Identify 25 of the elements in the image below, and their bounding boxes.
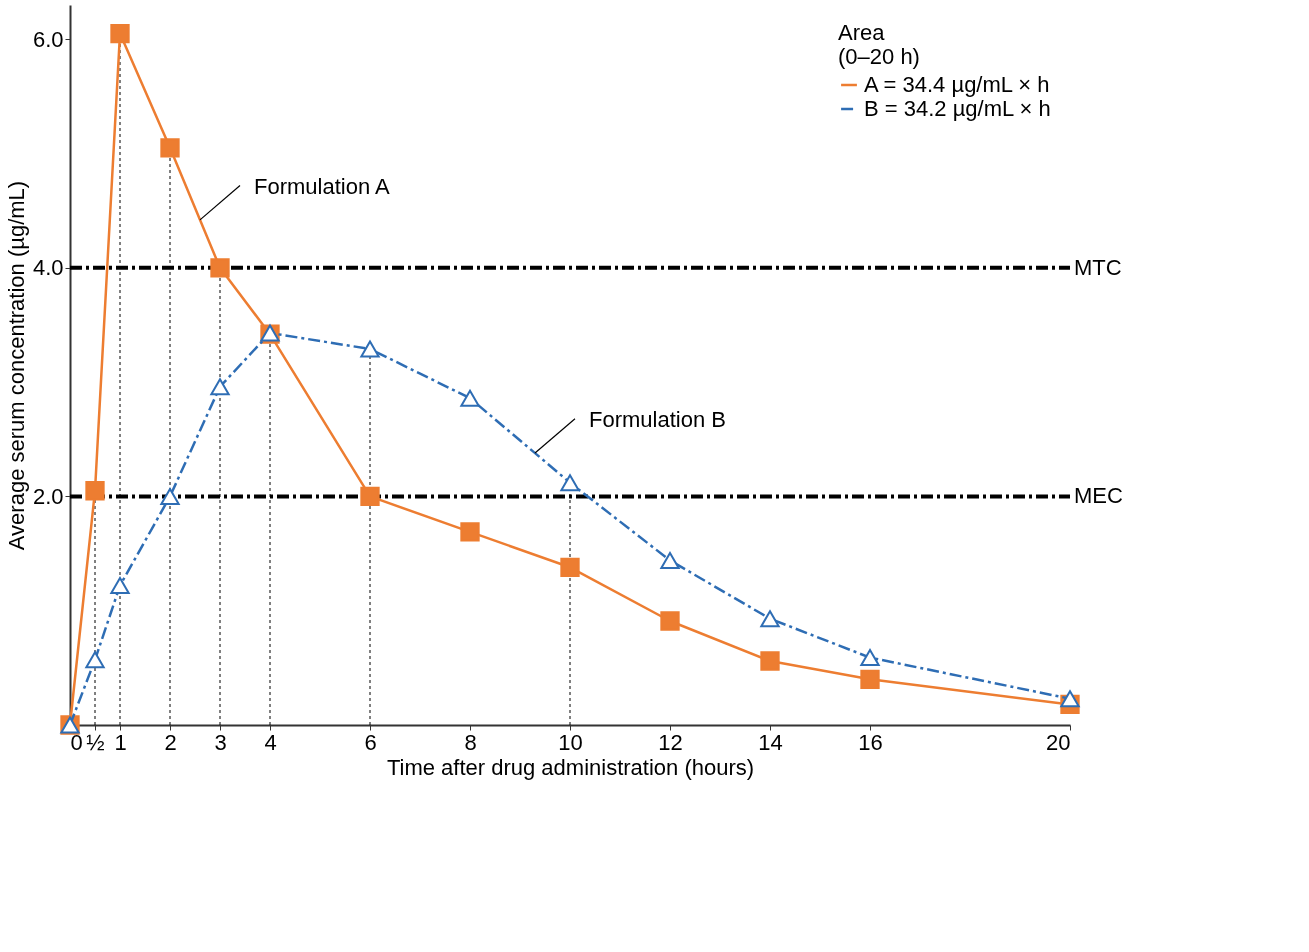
- x-tick-label: 0: [70, 729, 83, 755]
- x-tick-label: 3: [214, 729, 227, 755]
- ref-line-label: MTC: [1074, 254, 1122, 280]
- x-tick-label: 6: [364, 729, 377, 755]
- x-tick-label: 12: [658, 729, 683, 755]
- x-tick-label: 14: [758, 729, 783, 755]
- annotation: Formulation A: [254, 173, 391, 199]
- ref-line-label: MEC: [1074, 483, 1123, 509]
- y-tick-label: 6.0: [32, 26, 64, 52]
- x-tick-label: 8: [464, 729, 477, 755]
- y-axis-title: Average serum concentration (µg/mL): [3, 180, 29, 551]
- x-tick-label: ½: [86, 729, 105, 755]
- x-tick-label: 1: [114, 729, 127, 755]
- y-tick-label: 2.0: [32, 483, 64, 509]
- x-tick-label: 2: [164, 729, 177, 755]
- x-tick-label: 4: [264, 729, 277, 755]
- legend-label: A = 34.4 µg/mL × h: [864, 72, 1050, 97]
- x-tick-label: 20: [1046, 729, 1071, 755]
- legend-label: B = 34.2 µg/mL × h: [864, 96, 1051, 121]
- x-tick-label: 10: [558, 729, 583, 755]
- y-tick-label: 4.0: [32, 255, 64, 281]
- x-axis-title: Time after drug administration (hours): [386, 754, 755, 780]
- annotation: Formulation B: [589, 407, 726, 432]
- x-tick-label: 16: [858, 729, 883, 755]
- legend-title: Area (0–20 h): [838, 20, 920, 69]
